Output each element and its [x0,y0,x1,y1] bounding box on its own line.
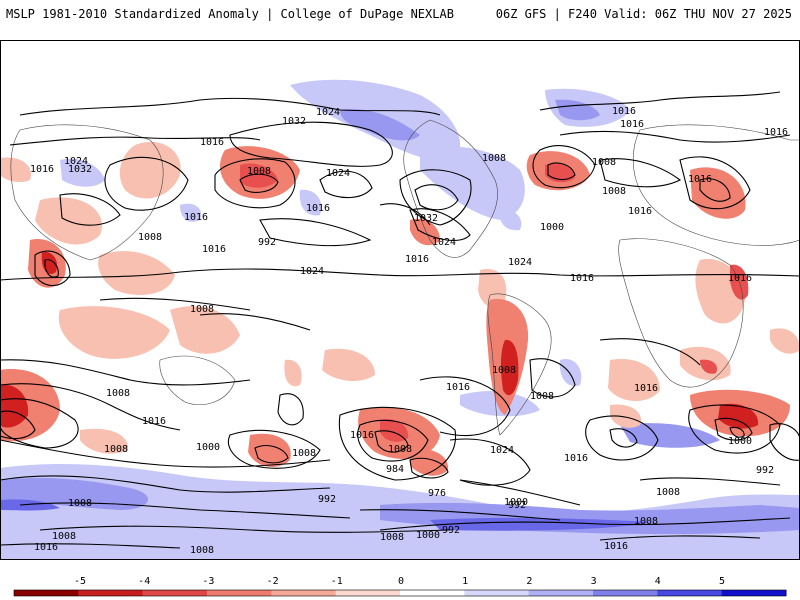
positive-anomaly-shading [0,79,800,560]
isobar-label: 1008 [482,153,506,164]
isobar-label: 1008 [602,186,626,197]
colorbar-tick-label: 2 [526,576,532,587]
isobar-label: 1000 [196,442,220,453]
isobar-label: 1024 [64,156,88,167]
isobar-label: 984 [386,464,404,475]
colorbar-segment [464,590,530,596]
isobar-label: 1024 [300,266,324,277]
isobar-label: 1016 [764,127,788,138]
header-bar: MSLP 1981-2010 Standardized Anomaly | Co… [0,0,800,40]
colorbar-segment [400,590,465,596]
isobar-label: 1016 [200,137,224,148]
isobar-label: 1008 [388,444,412,455]
colorbar-segment [335,590,401,596]
isobar-label: 1016 [604,541,628,552]
isobar-label: 1032 [68,164,92,175]
colorbar-segment [271,590,337,596]
isobar-label: 1032 [282,116,306,127]
isobar-label: 1016 [142,416,166,427]
colorbar-segment [657,590,723,596]
isobar-label: 1016 [446,382,470,393]
colorbar-tick-label: -2 [267,576,279,587]
colorbar-segment [721,590,787,596]
isobar-label: 1016 [628,206,652,217]
isobar-label: 1016 [306,203,330,214]
colorbar-segments [13,589,787,597]
isobar-label: 1008 [52,531,76,542]
isobar-label: 1008 [104,444,128,455]
isobar-label: 1008 [492,365,516,376]
isobar-label: 1024 [508,257,532,268]
colorbar-segment [142,590,208,596]
isobar-label: 1016 [405,254,429,265]
isobar-label: 1008 [190,304,214,315]
map-title: MSLP 1981-2010 Standardized Anomaly | Co… [6,7,454,21]
isobar-label: 1008 [106,388,130,399]
isobar-label: 1008 [592,157,616,168]
isobar-label: 1000 [540,222,564,233]
isobar-label: 1016 [570,273,594,284]
colorbar-tick-label: -1 [331,576,343,587]
isobar-label: 1024 [432,237,456,248]
model-run-info: 06Z GFS | F240 Valid: 06Z THU NOV 27 202… [495,7,792,21]
isobar-label: 1024 [490,445,514,456]
isobar-label: 1008 [530,391,554,402]
colorbar-tick-label: 0 [398,576,404,587]
isobar-label: 1008 [380,532,404,543]
isobar-label: 1016 [34,542,58,553]
isobar-label: 1016 [350,430,374,441]
isobar-label: 1016 [620,119,644,130]
isobar-label: 992 [442,525,460,536]
colorbar-tick-label: 1 [462,576,468,587]
isobar-label: 1000 [416,530,440,541]
colorbar-segment [14,590,79,596]
isobar-label: 1016 [202,244,226,255]
isobar-label: 1024 [316,107,340,118]
isobar-label: 1008 [138,232,162,243]
isobar-label: 1016 [634,383,658,394]
coastlines [10,119,800,436]
colorbar-segment [207,590,272,596]
isobar-label: 1024 [326,168,350,179]
isobar-label: 1032 [414,213,438,224]
colorbar: -5 -4 -3 -2 -1 0 1 2 3 4 5 [13,576,787,597]
isobar-label: 1008 [656,487,680,498]
colorbar-tick-label: -4 [138,576,150,587]
colorbar-outline [13,589,787,597]
colorbar-segment [593,590,658,596]
colorbar-ticks: -5 -4 -3 -2 -1 0 1 2 3 4 5 [74,576,725,587]
isobar-label: 1008 [190,545,214,556]
isobar-label: 1016 [612,106,636,117]
isobar-label: 1016 [30,164,54,175]
isobar-label: 992 [756,465,774,476]
colorbar-tick-label: 5 [719,576,725,587]
isobar-labels: 1024 1032 1016 1016 1016 1024 1032 1008 … [30,106,788,560]
isobar-label: 1016 [688,174,712,185]
isobar-contours [0,91,800,549]
isobar-label: 976 [428,488,446,499]
isobar-label: 1016 [564,453,588,464]
isobar-label: 1008 [68,498,92,509]
colorbar-segment [78,590,144,596]
colorbar-tick-label: 4 [655,576,661,587]
colorbar-tick-label: 3 [591,576,597,587]
isobar-label: 1000 [728,436,752,447]
colorbar-segment [528,590,594,596]
colorbar-tick-label: -3 [202,576,214,587]
isobar-label: 1000 [504,497,528,508]
colorbar-tick-label: -5 [74,576,86,587]
isobar-label: 992 [508,500,526,511]
isobar-label: 992 [258,237,276,248]
isobar-label: 1008 [247,166,271,177]
isobar-label: 1008 [634,516,658,527]
anomaly-map: 1024 1032 1016 1016 1016 1024 1032 1008 … [0,40,800,560]
isobar-label: 1008 [292,448,316,459]
isobar-label: 1016 [728,273,752,284]
isobar-label: 1016 [184,212,208,223]
isobar-label: 992 [318,494,336,505]
